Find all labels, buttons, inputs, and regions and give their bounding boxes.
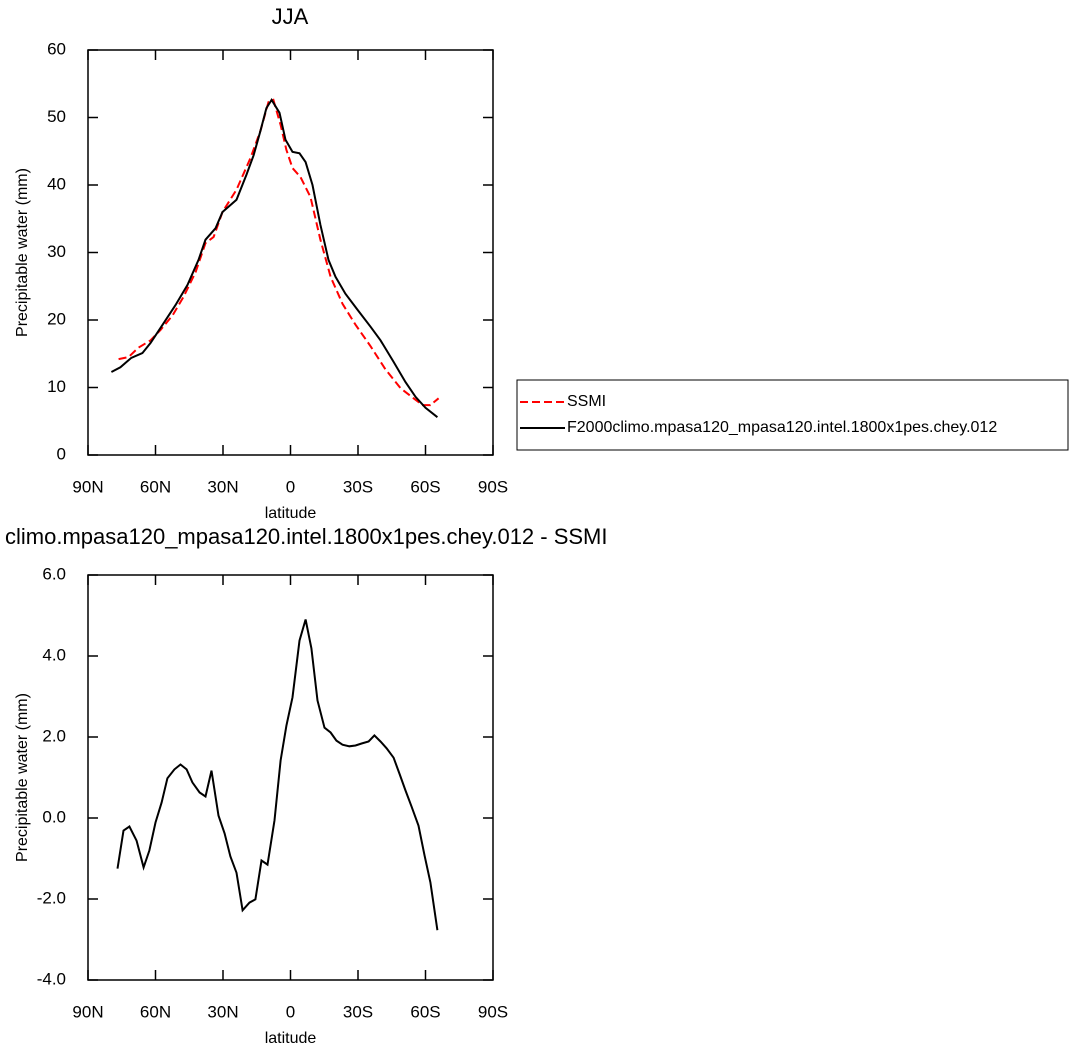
legend-label: SSMI — [567, 393, 606, 410]
plot-frame — [87, 574, 494, 981]
series-line — [116, 619, 439, 931]
x-tick-label: 30S — [343, 1002, 373, 1021]
legend-label: F2000climo.mpasa120_mpasa120.intel.1800x… — [567, 419, 997, 436]
plot-frame — [87, 49, 494, 456]
x-tick-label: 90N — [72, 1002, 103, 1021]
x-tick-label: 30S — [343, 477, 373, 496]
chart-title: JJA — [272, 4, 309, 29]
y-tick-label: 0.0 — [42, 807, 66, 826]
x-tick-label: 60S — [410, 1002, 440, 1021]
y-axis-label: Precipitable water (mm) — [14, 168, 31, 337]
y-tick-label: -2.0 — [37, 888, 66, 907]
x-tick-label: 0 — [286, 1002, 295, 1021]
x-tick-label: 90S — [478, 1002, 508, 1021]
x-tick-label: 60N — [140, 1002, 171, 1021]
x-tick-label: 90N — [72, 477, 103, 496]
y-tick-label: 2.0 — [42, 726, 66, 745]
y-tick-label: 4.0 — [42, 645, 66, 664]
x-tick-label: 30N — [207, 1002, 238, 1021]
y-tick-label: 40 — [47, 174, 66, 193]
series-line — [110, 98, 439, 418]
y-axis-label: Precipitable water (mm) — [14, 693, 31, 862]
chart-title: climo.mpasa120_mpasa120.intel.1800x1pes.… — [5, 524, 608, 549]
y-tick-label: 10 — [47, 377, 66, 396]
x-axis-label: latitude — [265, 1030, 317, 1047]
x-tick-label: 90S — [478, 477, 508, 496]
x-tick-label: 0 — [286, 477, 295, 496]
x-tick-label: 60N — [140, 477, 171, 496]
y-tick-label: 0 — [57, 444, 66, 463]
legend-box — [516, 379, 1069, 451]
x-axis-label: latitude — [265, 505, 317, 522]
x-tick-label: 60S — [410, 477, 440, 496]
y-tick-label: 20 — [47, 309, 66, 328]
y-tick-label: 50 — [47, 107, 66, 126]
series-line — [118, 98, 440, 407]
y-tick-label: -4.0 — [37, 969, 66, 988]
x-tick-label: 30N — [207, 477, 238, 496]
y-tick-label: 30 — [47, 242, 66, 261]
y-tick-label: 6.0 — [42, 564, 66, 583]
y-tick-label: 60 — [47, 39, 66, 58]
